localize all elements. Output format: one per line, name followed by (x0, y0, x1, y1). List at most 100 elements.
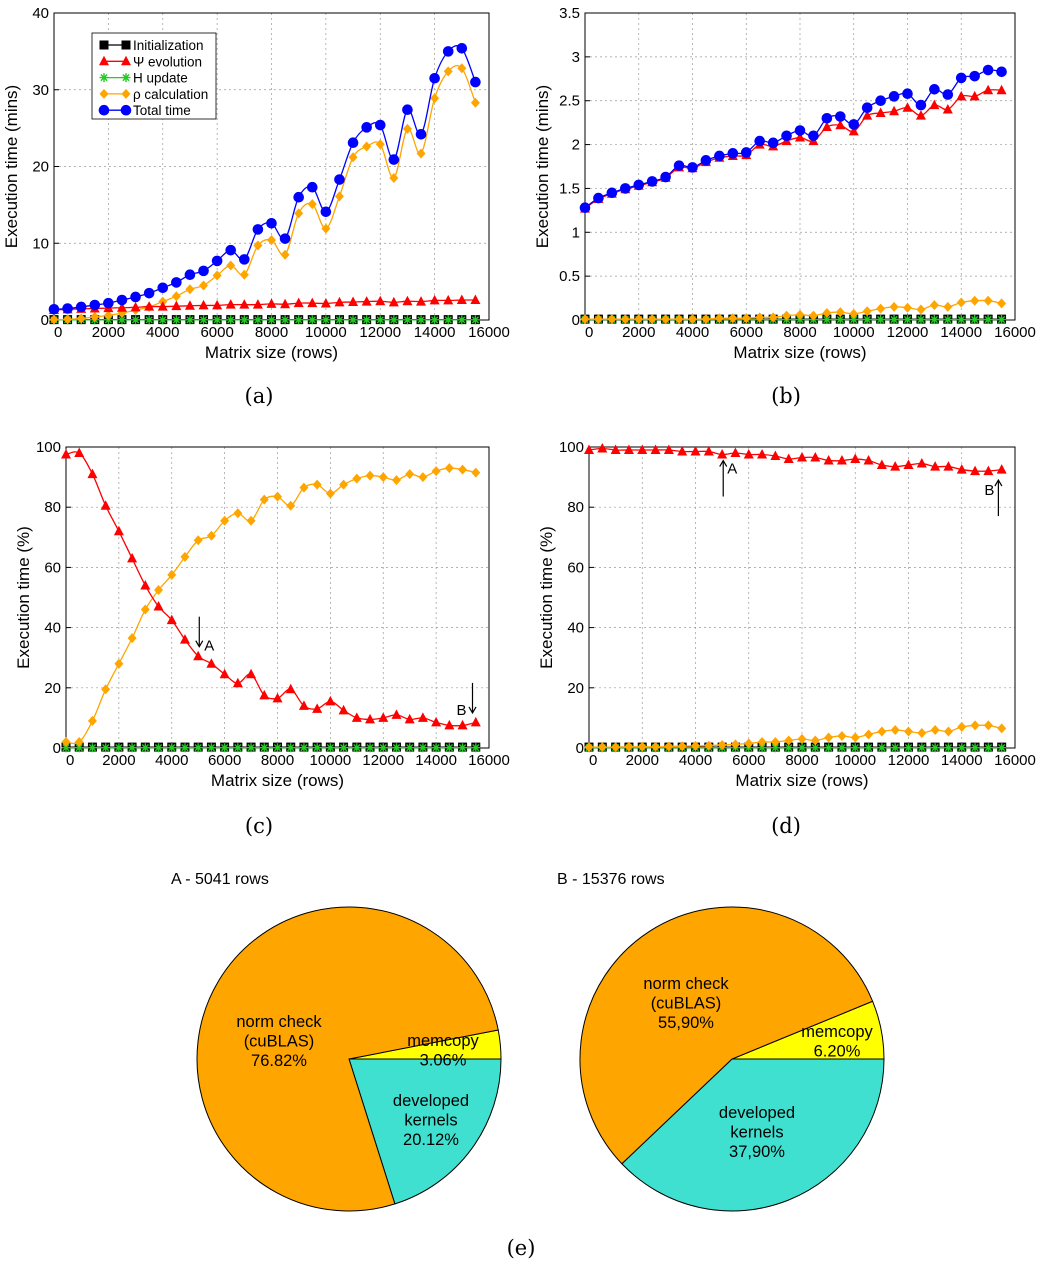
annotation-label: A (204, 638, 214, 655)
data-point (273, 491, 282, 502)
data-point (239, 315, 249, 325)
data-point (982, 64, 994, 76)
x-tick-label: 2000 (92, 324, 125, 341)
chart-panel-b: 0 2000 4000 6000 8000 10000 12000 14000 16000 0 0.… (533, 5, 1036, 362)
data-point (456, 294, 467, 305)
data-point (388, 154, 400, 165)
data-point (391, 743, 401, 753)
data-point (593, 314, 603, 325)
data-point (810, 743, 820, 753)
caption-a: (a) (245, 384, 274, 408)
data-point (252, 224, 264, 235)
data-point (334, 191, 344, 202)
data-point (837, 743, 847, 753)
data-point (580, 314, 590, 325)
data-point (103, 310, 113, 321)
data-point (352, 743, 362, 753)
data-point (225, 244, 237, 256)
series-diamond (580, 295, 1007, 325)
y-tick-label: 10 (32, 235, 49, 252)
annotation-label: A (727, 461, 737, 478)
data-point (312, 743, 322, 753)
y-axis-label: Execution time (mins) (2, 85, 21, 248)
series-star (61, 743, 481, 753)
data-point (983, 84, 994, 95)
data-point (997, 743, 1007, 753)
x-axis-label: Matrix size (rows) (211, 771, 344, 790)
data-point (457, 63, 467, 74)
pie-slice-label: 55,90% (658, 1014, 714, 1032)
data-point (416, 315, 426, 325)
legend-label: H update (133, 71, 188, 86)
data-point (876, 315, 886, 325)
data-point (930, 724, 940, 735)
x-tick-label: 6000 (200, 324, 233, 341)
data-point (996, 66, 1007, 78)
legend-marker (99, 55, 109, 66)
data-point (610, 444, 621, 455)
data-point (267, 235, 276, 246)
data-point (650, 444, 661, 455)
data-point (623, 444, 634, 455)
annotation-label: B (457, 702, 467, 719)
series-triangle (61, 447, 481, 730)
y-tick-label: 40 (44, 620, 61, 637)
y-tick-label: 80 (567, 499, 584, 516)
x-tick-label: 12000 (359, 324, 401, 341)
annotation-B: B (984, 478, 1003, 517)
data-point (219, 668, 230, 679)
data-point (808, 310, 818, 321)
data-point (740, 147, 752, 158)
data-point (220, 743, 230, 753)
data-point (279, 233, 291, 244)
data-point (781, 130, 792, 142)
data-point (365, 713, 376, 724)
x-tick-label: 4000 (676, 324, 709, 341)
data-point (365, 743, 375, 753)
data-point (239, 254, 250, 265)
legend-label: Ψ evolution (133, 54, 202, 69)
x-tick-label: 2000 (626, 752, 659, 769)
data-point (444, 719, 455, 730)
data-point (389, 173, 399, 184)
y-tick-label: 20 (32, 159, 49, 176)
data-point (167, 743, 177, 753)
data-point (850, 453, 861, 464)
data-point (457, 315, 467, 325)
data-point (942, 103, 953, 114)
data-point (757, 736, 767, 747)
data-point (266, 298, 277, 308)
pie-slice-label: 3.06% (420, 1052, 467, 1070)
data-point (339, 479, 349, 490)
data-point (225, 299, 236, 309)
data-point (664, 741, 674, 752)
data-point (185, 315, 195, 325)
x-tick-label: 10000 (305, 324, 347, 341)
data-point (983, 465, 994, 476)
data-point (140, 743, 150, 753)
data-point (835, 307, 845, 318)
pie-slice-label: 37,90% (729, 1143, 785, 1161)
data-point (180, 743, 190, 753)
pie-slice-label: norm check (236, 1013, 322, 1031)
data-point (704, 740, 714, 751)
data-point (904, 743, 913, 753)
x-tick-label: 12000 (362, 752, 404, 769)
pie-slice (621, 1058, 885, 1212)
data-point (193, 743, 203, 753)
caption-d: (d) (771, 814, 801, 838)
data-point (443, 66, 453, 77)
data-point (850, 732, 860, 743)
data-point (293, 297, 304, 308)
data-point (431, 743, 441, 753)
series-line (585, 299, 1002, 320)
data-point (929, 300, 939, 311)
data-point (904, 726, 913, 737)
x-tick-label: 12000 (887, 324, 929, 341)
data-point (917, 743, 927, 753)
pie-slice-label: memcopy (407, 1032, 479, 1050)
data-point (757, 449, 768, 459)
data-point (131, 315, 141, 325)
x-tick-label: 10000 (310, 752, 352, 769)
series-star (584, 743, 1007, 753)
